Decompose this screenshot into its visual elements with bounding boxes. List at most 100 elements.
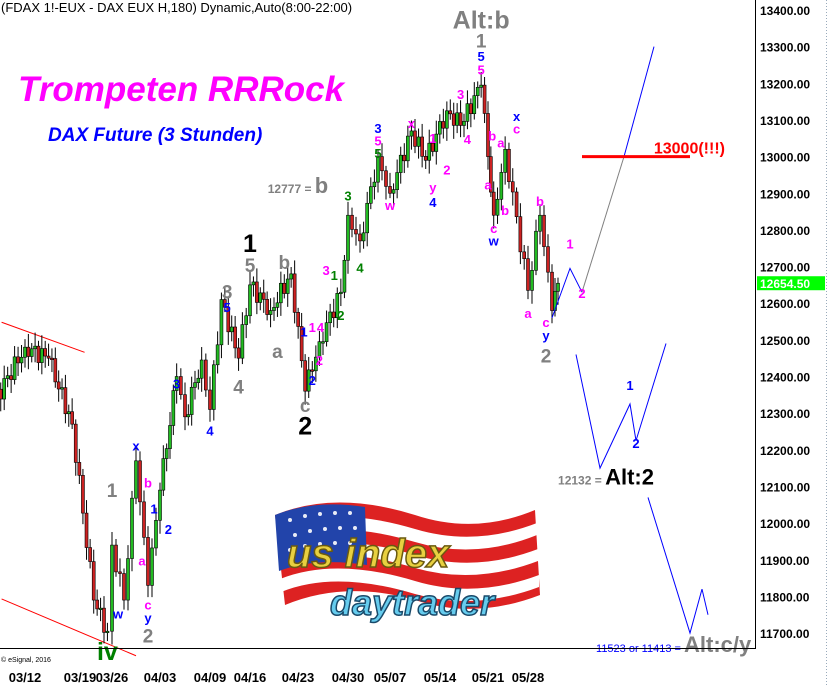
wave-label: 5 — [374, 146, 381, 161]
candles — [0, 71, 560, 645]
candle-body — [2, 378, 6, 400]
chart-header: (FDAX 1!-EUX - DAX EUX H,180) Dynamic,Au… — [1, 0, 353, 15]
target-line-13000: 13000(!!!) — [582, 141, 725, 159]
wave-label: b — [144, 475, 152, 490]
wave-label: y — [542, 328, 550, 343]
candle-body — [118, 571, 122, 574]
candle-body — [526, 258, 530, 291]
candle-body — [215, 344, 220, 366]
candle-body — [19, 356, 24, 364]
candle-body — [208, 389, 212, 410]
wave-label: 4 — [317, 320, 325, 335]
candle-body — [391, 189, 396, 194]
candle-body — [134, 460, 138, 499]
candle-body — [491, 191, 496, 216]
candle-body — [282, 282, 287, 294]
wave-label: 1 — [476, 31, 487, 52]
wave-label: 2 — [632, 436, 639, 451]
logo-text-us-index: us index — [287, 532, 451, 576]
candle-body — [174, 376, 179, 391]
candle-body — [95, 599, 99, 610]
price-note-prefix: 11523 or 11413 = — [596, 643, 684, 655]
wave-label: b — [501, 203, 509, 218]
candle-body — [265, 299, 269, 315]
price-note-label: Alt:2 — [605, 465, 654, 490]
candle-body — [346, 214, 350, 261]
wave-label: 5 — [478, 49, 485, 64]
y-tick-label: 12400.00 — [760, 371, 810, 385]
candle-body — [102, 607, 106, 633]
candle-body — [161, 458, 166, 491]
candle-body — [398, 154, 403, 173]
y-tick-label: 12200.00 — [760, 444, 810, 458]
forecast-path — [623, 46, 655, 157]
wave-label: 5 — [245, 256, 256, 277]
candle-body — [193, 382, 197, 388]
wave-label: iv — [97, 638, 118, 666]
candle-body — [114, 544, 118, 573]
candle-body — [331, 311, 336, 319]
wave-label: 1 — [107, 481, 118, 502]
candle-body — [388, 186, 392, 194]
y-tick-label: 12300.00 — [760, 407, 810, 421]
wave-label: 3 — [222, 282, 233, 303]
candle-body — [53, 358, 58, 383]
candle-body — [324, 322, 329, 342]
candle-body — [430, 142, 435, 152]
last-price-box — [757, 276, 825, 291]
y-tick-label: 12500.00 — [760, 334, 810, 348]
candle-body — [81, 475, 85, 514]
y-tick-label: 12100.00 — [760, 480, 810, 494]
wave-label: b — [536, 194, 544, 209]
forecast-path — [647, 497, 709, 635]
candle-body — [56, 381, 61, 390]
candle-body — [328, 311, 332, 324]
price-note: 12132 = Alt:2 — [558, 465, 654, 490]
candle-body — [314, 356, 318, 372]
candle-body — [255, 281, 259, 303]
wave-label: 2 — [541, 346, 552, 367]
candle-body — [179, 376, 183, 395]
x-tick-label: 04/23 — [282, 670, 315, 685]
wave-label: 1 — [300, 324, 307, 339]
y-tick-label: 12600.00 — [760, 297, 810, 311]
wave-label: 3 — [173, 376, 180, 391]
wave-label: 2 — [298, 412, 312, 440]
y-tick-label: 11700.00 — [760, 627, 810, 641]
candle-body — [272, 307, 276, 311]
candle-body — [335, 293, 340, 319]
candle-body — [303, 360, 307, 392]
candle-body — [546, 246, 550, 273]
y-tick-label: 12700.00 — [760, 261, 810, 275]
candle-body — [472, 95, 477, 115]
candle-body — [130, 497, 134, 559]
candle-body — [445, 110, 449, 129]
candle-body — [479, 84, 483, 88]
wave-label: c — [542, 315, 549, 330]
candle-body — [33, 345, 37, 350]
y-tick-label: 11800.00 — [760, 590, 810, 604]
wave-label: c — [300, 396, 311, 417]
candle-body — [510, 181, 515, 193]
candle-body — [427, 142, 432, 161]
candle-body — [409, 130, 414, 137]
wave-label: 3 — [374, 121, 381, 136]
wave-label: c — [490, 221, 497, 236]
y-tick-label: 13100.00 — [760, 114, 810, 128]
candle-body — [63, 387, 68, 415]
candle-body — [23, 346, 27, 358]
wave-label: 5 — [224, 300, 231, 315]
x-tick-label: 03/12 — [9, 670, 42, 685]
candle-body — [350, 214, 354, 230]
wave-label: a — [272, 342, 283, 363]
y-tick-label: 13000.00 — [760, 151, 810, 165]
candle-body — [285, 278, 290, 294]
candle-body — [219, 299, 224, 346]
candle-body — [556, 282, 560, 292]
candle-body — [150, 547, 154, 586]
candle-body — [229, 326, 234, 333]
candle-body — [158, 489, 162, 521]
wave-label: w — [384, 198, 396, 213]
candle-body — [122, 573, 126, 601]
candle-body — [482, 84, 487, 114]
